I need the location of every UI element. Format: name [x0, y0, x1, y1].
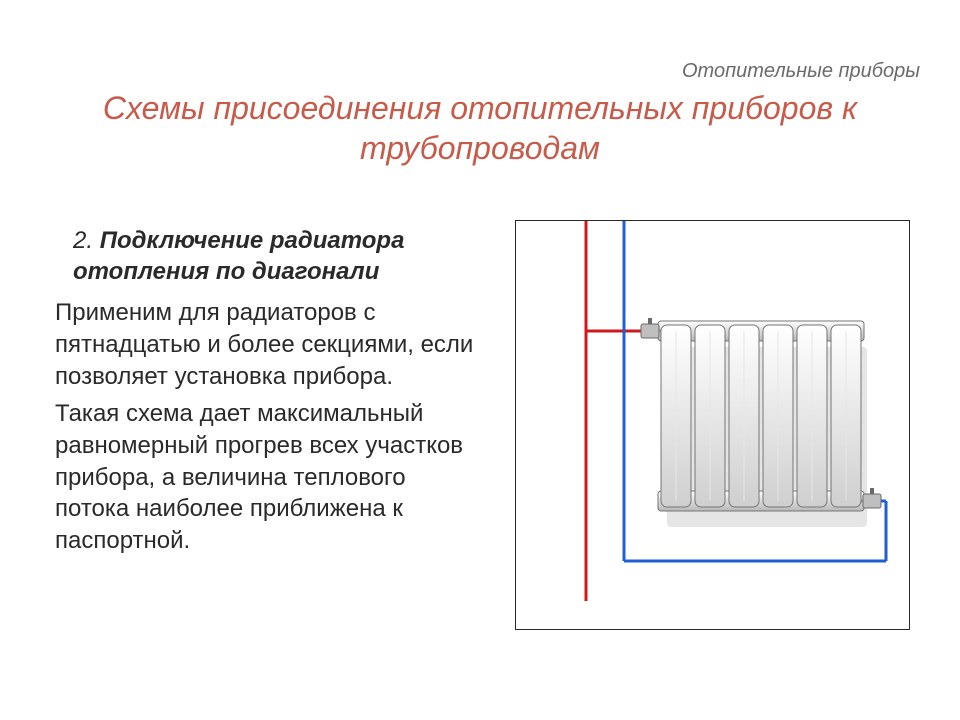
radiator-svg — [516, 221, 911, 631]
section-subtitle: 2. Подключение радиатора отопления по ди… — [55, 225, 485, 287]
text-content: 2. Подключение радиатора отопления по ди… — [55, 225, 485, 563]
page-title: Схемы присоединения отопительных приборо… — [0, 88, 960, 168]
subtitle-number: 2. — [73, 227, 93, 254]
paragraph-1: Применим для радиаторов с пятнадцатью и … — [55, 297, 485, 392]
paragraph-2: Такая схема дает максимальный равномерны… — [55, 398, 485, 556]
category-label: Отопительные приборы — [682, 60, 920, 83]
radiator-diagram — [515, 220, 910, 630]
body-text: Применим для радиаторов с пятнадцатью и … — [55, 297, 485, 556]
subtitle-text: Подключение радиатора отопления по диаго… — [73, 227, 404, 285]
